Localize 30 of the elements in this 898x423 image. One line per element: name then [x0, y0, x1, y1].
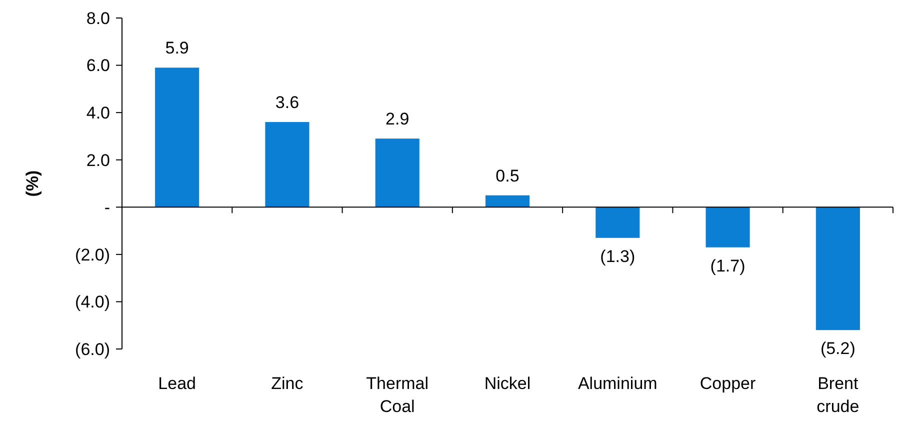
data-label: 5.9 [165, 38, 189, 58]
bar [375, 138, 420, 208]
y-tick-label: 8.0 [86, 8, 110, 28]
y-tick-label: 6.0 [86, 56, 110, 76]
bar [816, 207, 860, 330]
data-label: (1.3) [600, 246, 636, 266]
bar [485, 195, 530, 208]
x-tick-label: Zinc [271, 374, 304, 393]
y-axis-title: (%) [23, 170, 42, 197]
bar [706, 207, 750, 248]
bar [155, 68, 200, 208]
x-tick-label: Lead [158, 374, 196, 393]
bar [596, 207, 640, 238]
x-tick-label: Thermal Coal [366, 374, 429, 416]
y-tick-label: 2.0 [86, 150, 110, 170]
x-tick-label: Aluminium [578, 374, 658, 393]
x-tick-label: Copper [700, 374, 756, 393]
data-label: (5.2) [820, 339, 856, 358]
y-tick-label: (6.0) [75, 340, 110, 359]
x-tick-label: Brent crude [816, 374, 860, 416]
bar [265, 122, 310, 208]
y-tick-label: (2.0) [75, 245, 110, 264]
data-label: (1.7) [710, 256, 746, 276]
y-tick-label: 4.0 [86, 104, 110, 123]
y-tick-label: - [104, 198, 110, 218]
data-label: 0.5 [496, 166, 520, 186]
x-tick-label: Nickel [484, 374, 531, 393]
data-label: 3.6 [275, 93, 300, 112]
y-tick-label: (4.0) [75, 292, 110, 312]
data-label: 2.9 [386, 110, 410, 129]
